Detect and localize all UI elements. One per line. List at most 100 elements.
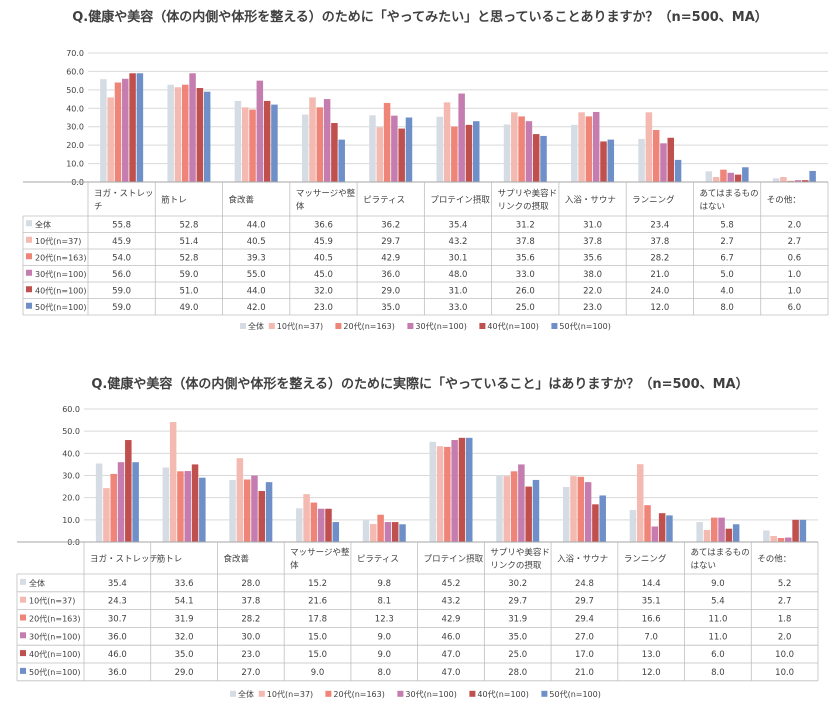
table-value: 2.7 [778,597,792,607]
table-value: 47.0 [442,668,461,678]
table-value: 9.0 [311,668,325,678]
bar [638,138,645,182]
bar [658,513,666,542]
category-label: サプリや美容ドリンクの摂取 [498,188,558,212]
table-value: 10.0 [775,650,794,660]
table-value: 28.0 [241,579,260,589]
bar [258,491,266,542]
category-label: その他： [767,195,801,206]
table-value: 22.0 [583,286,602,296]
table-value: 5.8 [720,220,734,230]
bar [742,167,749,182]
table-value: 36.0 [108,632,127,642]
legend-label: 40代(n=100) [477,689,528,699]
bar [251,475,258,542]
category-label: ヨガ・ストレッチ [90,554,158,565]
table-value: 46.0 [108,650,127,660]
bar [191,464,199,542]
bar [391,522,399,542]
bar [667,137,675,182]
table-value: 37.8 [516,237,535,247]
category-label: マッサージや整体 [296,188,356,212]
table-value: 10.0 [775,668,794,678]
bar [265,482,273,542]
table-value: 23.0 [314,303,333,313]
table-legend-key [26,302,32,309]
bar [503,124,511,182]
table-value: 39.3 [247,253,266,263]
table-value: 21.0 [575,668,594,678]
table-value: 6.0 [788,303,802,313]
bar [465,124,473,182]
bar [249,109,256,182]
bar [777,538,785,542]
bar [199,477,206,542]
bar [809,170,816,182]
bar [316,107,324,182]
bar [510,471,518,542]
table-value: 52.8 [179,253,198,263]
bar [182,84,189,182]
bar [652,130,660,182]
table-value: 16.6 [642,615,661,625]
table-value: 56.0 [112,270,131,280]
table-value: 1.0 [788,286,802,296]
table-value: 43.2 [442,597,461,607]
category-label: 入浴・サウナ [565,195,616,206]
bar [263,100,271,182]
table-value: 40.5 [314,253,333,263]
table-value: 2.0 [778,632,792,642]
bar [645,112,653,182]
table-value: 33.0 [516,270,535,280]
category-label: 入浴・サウナ [557,554,608,565]
bar [794,180,802,182]
table-value: 21.0 [650,270,669,280]
table-value: 4.0 [720,286,734,296]
bar [705,171,713,182]
category-label: ピラティス [357,555,399,565]
table-value: 26.0 [516,286,535,296]
table-value: 0.6 [788,253,802,263]
bar [100,79,107,182]
bar [117,462,125,542]
bar [369,115,376,182]
legend-swatch [397,690,404,697]
table-legend-key [26,269,32,276]
table-value: 35.0 [381,303,400,313]
table-value: 55.8 [112,220,131,230]
table-series-label: 20代(n=163) [35,252,86,262]
table-legend-key [20,667,26,674]
bar [792,519,799,542]
table-value: 11.0 [708,632,727,642]
legend-label: 10代(n=37) [267,689,313,699]
table-series-label: 40代(n=100) [35,285,86,295]
y-tick-label: 20.0 [62,494,80,503]
table-value: 23.0 [241,650,260,660]
table-value: 35.0 [508,632,527,642]
table-value: 5.0 [720,270,734,280]
bar [370,524,377,542]
table-value: 12.3 [375,615,394,625]
table-value: 59.0 [112,286,131,296]
table-value: 37.8 [241,597,260,607]
bar [570,476,577,542]
category-label: あてはまるものはない [699,189,758,212]
table-value: 36.0 [381,270,400,280]
legend-swatch [240,323,246,329]
legend-label: 30代(n=100) [415,321,466,331]
bar [271,104,278,182]
legend-label: 全体 [248,321,264,331]
table-value: 28.0 [508,668,527,678]
bar [323,99,331,182]
bar [325,508,332,542]
table-value: 5.2 [778,579,792,589]
table-value: 55.0 [247,270,266,280]
bar [129,73,136,182]
bar [196,88,204,182]
table-value: 14.4 [642,579,661,589]
bar [592,111,600,182]
table-value: 32.0 [175,632,194,642]
table-value: 45.2 [442,579,461,589]
category-label: その他： [757,554,791,565]
table-value: 8.0 [378,668,392,678]
